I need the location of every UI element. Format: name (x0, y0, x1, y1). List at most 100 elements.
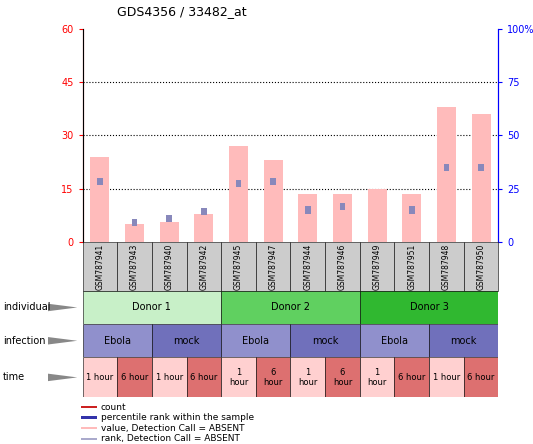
Bar (429, 357, 464, 397)
Bar (160, 222, 179, 242)
Bar (325, 357, 360, 397)
Polygon shape (48, 374, 77, 381)
Bar (394, 357, 429, 397)
Bar (152, 242, 187, 291)
Bar (82, 406, 96, 408)
Bar (478, 164, 484, 171)
Bar (117, 357, 152, 397)
Bar (290, 324, 360, 357)
Text: GSM787941: GSM787941 (95, 243, 104, 289)
Text: 1
hour: 1 hour (298, 368, 318, 387)
Text: GSM787940: GSM787940 (165, 243, 174, 290)
Text: GSM787943: GSM787943 (130, 243, 139, 290)
Text: 6 hour: 6 hour (190, 373, 217, 382)
Bar (298, 194, 317, 242)
Text: GSM787946: GSM787946 (338, 243, 347, 290)
Bar (270, 178, 276, 185)
Polygon shape (48, 337, 77, 345)
Bar (333, 194, 352, 242)
Bar (187, 242, 221, 291)
Text: value, Detection Call = ABSENT: value, Detection Call = ABSENT (101, 424, 244, 433)
Bar (360, 324, 429, 357)
Text: GDS4356 / 33482_at: GDS4356 / 33482_at (117, 5, 247, 18)
Bar (152, 324, 221, 357)
Bar (97, 178, 103, 185)
Text: GSM787942: GSM787942 (199, 243, 208, 289)
Bar (221, 291, 360, 324)
Bar (325, 242, 360, 291)
Text: 1
hour: 1 hour (367, 368, 387, 387)
Bar (305, 206, 311, 214)
Bar (409, 206, 415, 214)
Bar (83, 242, 117, 291)
Text: GSM787947: GSM787947 (269, 243, 278, 290)
Bar (360, 357, 394, 397)
Bar (236, 180, 241, 187)
Text: GSM787945: GSM787945 (234, 243, 243, 290)
Bar (340, 203, 345, 210)
Bar (132, 219, 138, 226)
Bar (82, 427, 96, 429)
Bar (429, 324, 498, 357)
Text: 1 hour: 1 hour (156, 373, 183, 382)
Bar (464, 357, 498, 397)
Bar (91, 157, 109, 242)
Text: percentile rank within the sample: percentile rank within the sample (101, 413, 254, 422)
Bar (125, 224, 144, 242)
Text: Donor 1: Donor 1 (133, 302, 171, 313)
Bar (83, 291, 221, 324)
Bar (437, 107, 456, 242)
Bar (464, 242, 498, 291)
Text: 1 hour: 1 hour (433, 373, 460, 382)
Bar (117, 242, 152, 291)
Text: 6
hour: 6 hour (333, 368, 352, 387)
Text: Ebola: Ebola (243, 336, 269, 346)
Bar (221, 242, 256, 291)
Bar (290, 357, 325, 397)
Bar (394, 242, 429, 291)
Text: Ebola: Ebola (104, 336, 131, 346)
Text: individual: individual (3, 302, 50, 313)
Text: 6 hour: 6 hour (121, 373, 148, 382)
Bar (256, 357, 290, 397)
Polygon shape (48, 304, 77, 311)
Text: GSM787948: GSM787948 (442, 243, 451, 289)
Text: infection: infection (3, 336, 45, 346)
Text: 6
hour: 6 hour (263, 368, 283, 387)
Bar (256, 242, 290, 291)
Bar (221, 357, 256, 397)
Text: 6 hour: 6 hour (398, 373, 425, 382)
Bar (221, 324, 290, 357)
Text: 1
hour: 1 hour (229, 368, 248, 387)
Bar (443, 164, 449, 171)
Bar (229, 146, 248, 242)
Text: mock: mock (450, 336, 477, 346)
Bar (201, 208, 207, 215)
Text: Donor 3: Donor 3 (410, 302, 448, 313)
Bar (187, 357, 221, 397)
Text: GSM787949: GSM787949 (373, 243, 382, 290)
Text: mock: mock (173, 336, 200, 346)
Bar (290, 242, 325, 291)
Text: time: time (3, 373, 25, 382)
Text: 1 hour: 1 hour (86, 373, 114, 382)
Bar (472, 114, 490, 242)
Bar (429, 242, 464, 291)
Bar (83, 324, 152, 357)
Bar (264, 160, 282, 242)
Bar (166, 215, 172, 222)
Bar (83, 357, 117, 397)
Text: GSM787950: GSM787950 (477, 243, 486, 290)
Text: GSM787944: GSM787944 (303, 243, 312, 290)
Bar (360, 291, 498, 324)
Text: rank, Detection Call = ABSENT: rank, Detection Call = ABSENT (101, 434, 240, 443)
Text: count: count (101, 403, 126, 412)
Bar (360, 242, 394, 291)
Bar (402, 194, 421, 242)
Bar (82, 416, 96, 419)
Bar (368, 189, 386, 242)
Text: GSM787951: GSM787951 (407, 243, 416, 289)
Text: mock: mock (312, 336, 338, 346)
Bar (195, 214, 213, 242)
Text: Ebola: Ebola (381, 336, 408, 346)
